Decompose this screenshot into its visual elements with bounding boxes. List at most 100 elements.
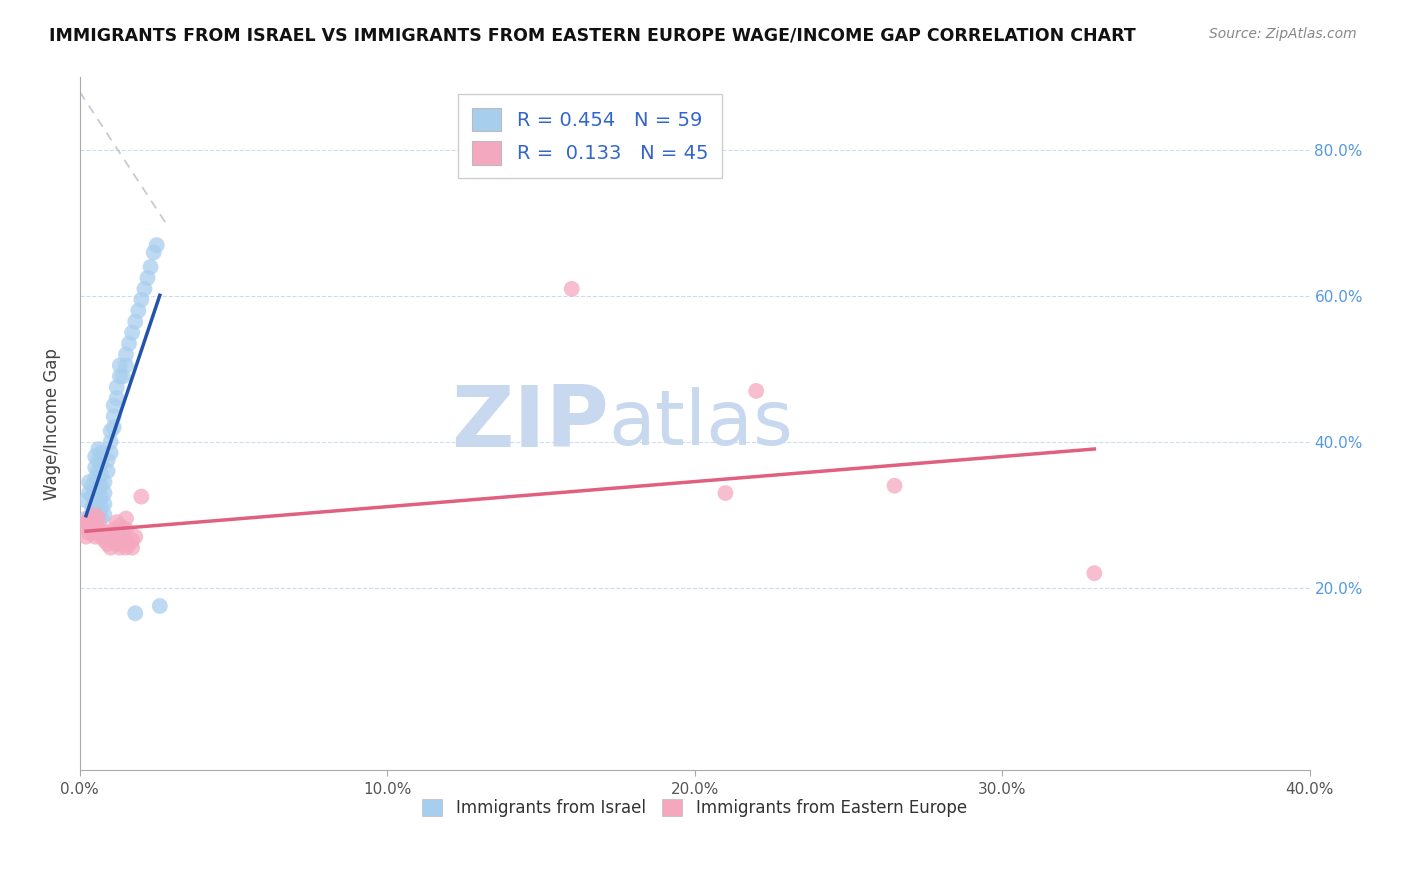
- Point: [93, 533, 115, 548]
- Point: [90, 446, 112, 460]
- Point: [75, 493, 97, 508]
- Point: [87, 464, 110, 478]
- Point: [115, 359, 138, 373]
- Point: [115, 533, 138, 548]
- Point: [96, 464, 118, 478]
- Point: [124, 607, 146, 621]
- Point: [136, 271, 159, 285]
- Point: [100, 446, 122, 460]
- Point: [139, 260, 162, 274]
- Point: [105, 537, 128, 551]
- Point: [103, 533, 125, 548]
- Point: [115, 523, 138, 537]
- Point: [84, 450, 107, 464]
- Point: [96, 453, 118, 467]
- Point: [131, 490, 153, 504]
- Point: [118, 537, 141, 551]
- Point: [93, 526, 115, 541]
- Point: [87, 442, 110, 457]
- Text: IMMIGRANTS FROM ISRAEL VS IMMIGRANTS FROM EASTERN EUROPE WAGE/INCOME GAP CORRELA: IMMIGRANTS FROM ISRAEL VS IMMIGRANTS FRO…: [49, 27, 1136, 45]
- Point: [87, 453, 110, 467]
- Point: [93, 486, 115, 500]
- Point: [745, 384, 768, 398]
- Point: [108, 369, 131, 384]
- Point: [105, 380, 128, 394]
- Point: [96, 537, 118, 551]
- Point: [105, 515, 128, 529]
- Point: [1083, 566, 1105, 581]
- Point: [108, 518, 131, 533]
- Point: [90, 511, 112, 525]
- Point: [111, 526, 134, 541]
- Text: Source: ZipAtlas.com: Source: ZipAtlas.com: [1209, 27, 1357, 41]
- Point: [105, 391, 128, 405]
- Point: [561, 282, 583, 296]
- Point: [121, 326, 143, 340]
- Point: [103, 409, 125, 424]
- Point: [115, 347, 138, 361]
- Point: [77, 526, 100, 541]
- Point: [84, 518, 107, 533]
- Point: [87, 486, 110, 500]
- Point: [883, 478, 905, 492]
- Point: [134, 282, 156, 296]
- Point: [714, 486, 737, 500]
- Point: [100, 434, 122, 449]
- Point: [90, 457, 112, 471]
- Point: [115, 511, 138, 525]
- Point: [84, 508, 107, 522]
- Point: [145, 238, 167, 252]
- Point: [124, 315, 146, 329]
- Point: [90, 500, 112, 515]
- Point: [82, 515, 104, 529]
- Point: [103, 523, 125, 537]
- Point: [84, 515, 107, 529]
- Point: [90, 523, 112, 537]
- Point: [115, 541, 138, 555]
- Point: [87, 475, 110, 489]
- Point: [90, 478, 112, 492]
- Point: [87, 511, 110, 525]
- Point: [111, 537, 134, 551]
- Point: [82, 500, 104, 515]
- Point: [105, 526, 128, 541]
- Point: [75, 511, 97, 525]
- Point: [82, 478, 104, 492]
- Legend: Immigrants from Israel, Immigrants from Eastern Europe: Immigrants from Israel, Immigrants from …: [416, 792, 973, 824]
- Point: [84, 504, 107, 518]
- Point: [90, 530, 112, 544]
- Point: [75, 515, 97, 529]
- Point: [84, 530, 107, 544]
- Point: [108, 530, 131, 544]
- Point: [103, 420, 125, 434]
- Point: [82, 490, 104, 504]
- Point: [124, 530, 146, 544]
- Text: atlas: atlas: [609, 387, 793, 461]
- Point: [77, 518, 100, 533]
- Point: [84, 493, 107, 508]
- Point: [93, 475, 115, 489]
- Point: [77, 486, 100, 500]
- Point: [77, 511, 100, 525]
- Point: [90, 490, 112, 504]
- Point: [142, 245, 165, 260]
- Point: [87, 508, 110, 522]
- Point: [84, 483, 107, 497]
- Point: [75, 530, 97, 544]
- Point: [87, 523, 110, 537]
- Point: [84, 471, 107, 485]
- Point: [149, 599, 172, 613]
- Point: [96, 526, 118, 541]
- Point: [108, 359, 131, 373]
- Point: [111, 369, 134, 384]
- Point: [75, 518, 97, 533]
- Point: [100, 541, 122, 555]
- Point: [84, 460, 107, 475]
- Point: [82, 526, 104, 541]
- Y-axis label: Wage/Income Gap: Wage/Income Gap: [44, 348, 60, 500]
- Point: [131, 293, 153, 307]
- Point: [103, 399, 125, 413]
- Point: [100, 530, 122, 544]
- Point: [127, 303, 149, 318]
- Point: [90, 467, 112, 482]
